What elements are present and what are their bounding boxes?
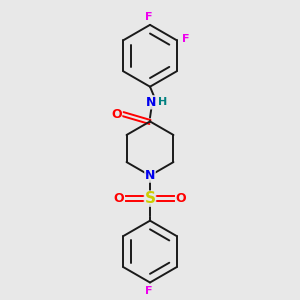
Text: N: N	[145, 169, 155, 182]
Text: F: F	[145, 12, 152, 22]
Text: F: F	[145, 286, 152, 296]
Text: H: H	[158, 97, 167, 107]
Text: O: O	[111, 108, 122, 121]
Text: N: N	[146, 96, 157, 109]
Text: F: F	[182, 34, 190, 44]
Text: S: S	[145, 191, 155, 206]
Text: O: O	[114, 192, 124, 205]
Text: O: O	[176, 192, 186, 205]
